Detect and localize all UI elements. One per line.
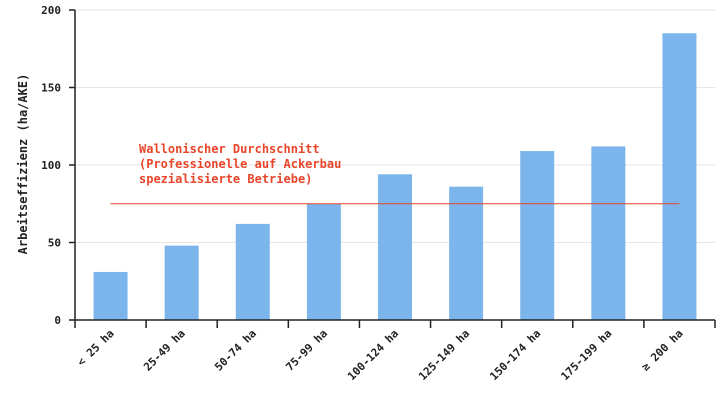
x-tick-label: 125-149 ha	[416, 327, 472, 383]
y-tick-label: 100	[41, 159, 61, 172]
bar	[520, 151, 555, 320]
x-tick-label: 75-99 ha	[283, 327, 330, 374]
bar	[306, 203, 341, 320]
bar	[93, 271, 128, 320]
bar	[235, 223, 270, 320]
y-axis-title: Arbeitseffizienz (ha/AKE)	[16, 74, 30, 255]
x-tick-label: 150-174 ha	[487, 327, 543, 383]
annotation-line: (Professionelle auf Ackerbau	[139, 157, 341, 171]
annotation-line: Wallonischer Durchschnitt	[139, 142, 320, 156]
x-tick-label: 175-199 ha	[558, 327, 614, 383]
x-tick-label: ≥ 200 ha	[639, 327, 686, 374]
bar	[449, 186, 484, 320]
x-tick-label: 50-74 ha	[212, 327, 259, 374]
bar	[164, 245, 199, 320]
y-tick-label: 50	[48, 237, 61, 250]
bar	[662, 33, 697, 320]
y-tick-label: 150	[41, 82, 61, 95]
x-tick-label: 100-124 ha	[345, 327, 401, 383]
axes	[69, 9, 716, 328]
bar	[591, 146, 626, 320]
y-tick-label: 0	[54, 314, 61, 327]
axis-labels: 0 50 100 150 200 < 25 ha 25-49 ha 50-74 ha 75-99…	[41, 4, 685, 383]
x-tick-label: 25-49 ha	[141, 327, 188, 374]
bars	[93, 33, 697, 320]
bar	[378, 174, 412, 320]
reference-line-annotation: Wallonischer Durchschnitt (Professionelle…	[139, 142, 341, 186]
x-tick-label: < 25 ha	[75, 327, 117, 369]
y-tick-label: 200	[41, 4, 61, 17]
annotation-line: spezialisierte Betriebe)	[139, 172, 312, 186]
